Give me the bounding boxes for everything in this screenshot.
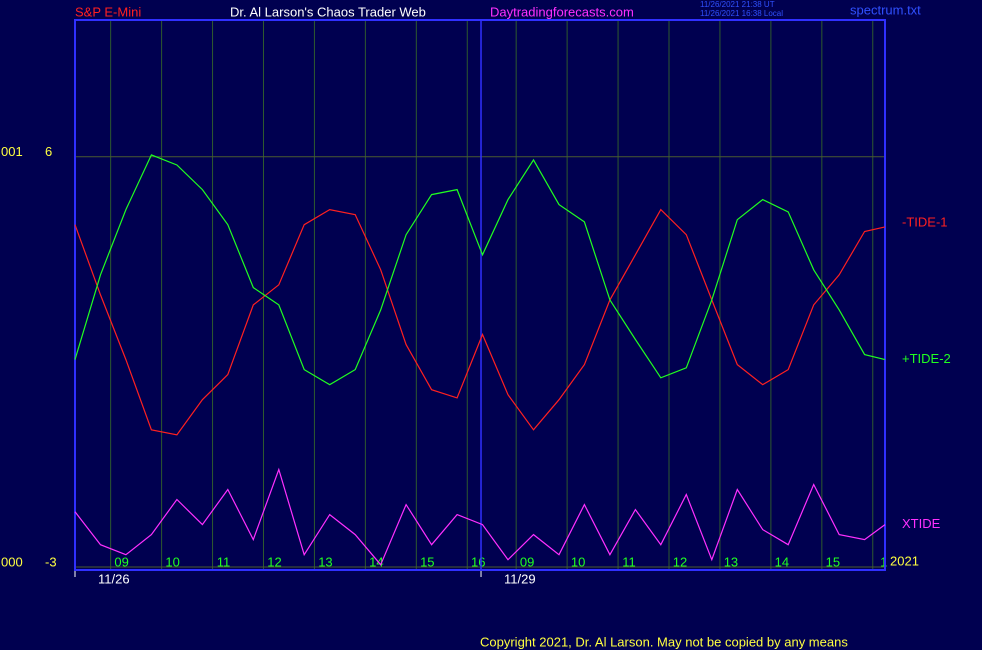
x-tick-label: 12 [267,554,281,569]
series-label: -TIDE-1 [902,214,948,229]
x-tick-label: 14 [369,554,383,569]
x-tick-label: 11 [217,554,231,569]
x-tick-label: 14 [775,554,789,569]
x-tick-label: 15 [420,554,434,569]
x-tick-label: 13 [724,554,738,569]
x-tick-label: 15 [826,554,840,569]
x-tick-label: 13 [318,554,332,569]
series-line [74,208,886,436]
y-tick-code: 001 [1,144,23,159]
year-label: 2021 [890,553,919,568]
time-ut: 11/26/2021 21:38 UT [700,0,775,9]
series-label: XTIDE [902,516,941,531]
chart-title: Dr. Al Larson's Chaos Trader Web [230,4,426,19]
time-local: 11/26/2021 16:38 Local [700,9,783,18]
plot-border [74,19,886,571]
y-tick-label: -3 [45,554,57,569]
series-label: +TIDE-2 [902,351,951,366]
instrument-label: S&P E-Mini [75,4,141,19]
date-label: 11/29 [504,571,536,586]
x-tick-label: 09 [520,554,534,569]
series-line [74,467,886,566]
site-label: Daytradingforecasts.com [490,4,634,19]
y-tick-label: 6 [45,144,52,159]
x-tick-label: 10 [571,554,585,569]
y-tick-code: 000 [1,554,23,569]
x-tick-label: 09 [114,554,128,569]
x-tick-label: 11 [622,554,636,569]
x-tick-label: 1 [880,554,887,569]
date-label: 11/26 [98,571,130,586]
file-label: spectrum.txt [850,2,921,17]
x-tick-label: 12 [673,554,687,569]
series-line [74,154,886,386]
copyright: Copyright 2021, Dr. Al Larson. May not b… [480,634,848,649]
x-tick-label: 16 [471,554,485,569]
x-tick-label: 10 [165,554,179,569]
